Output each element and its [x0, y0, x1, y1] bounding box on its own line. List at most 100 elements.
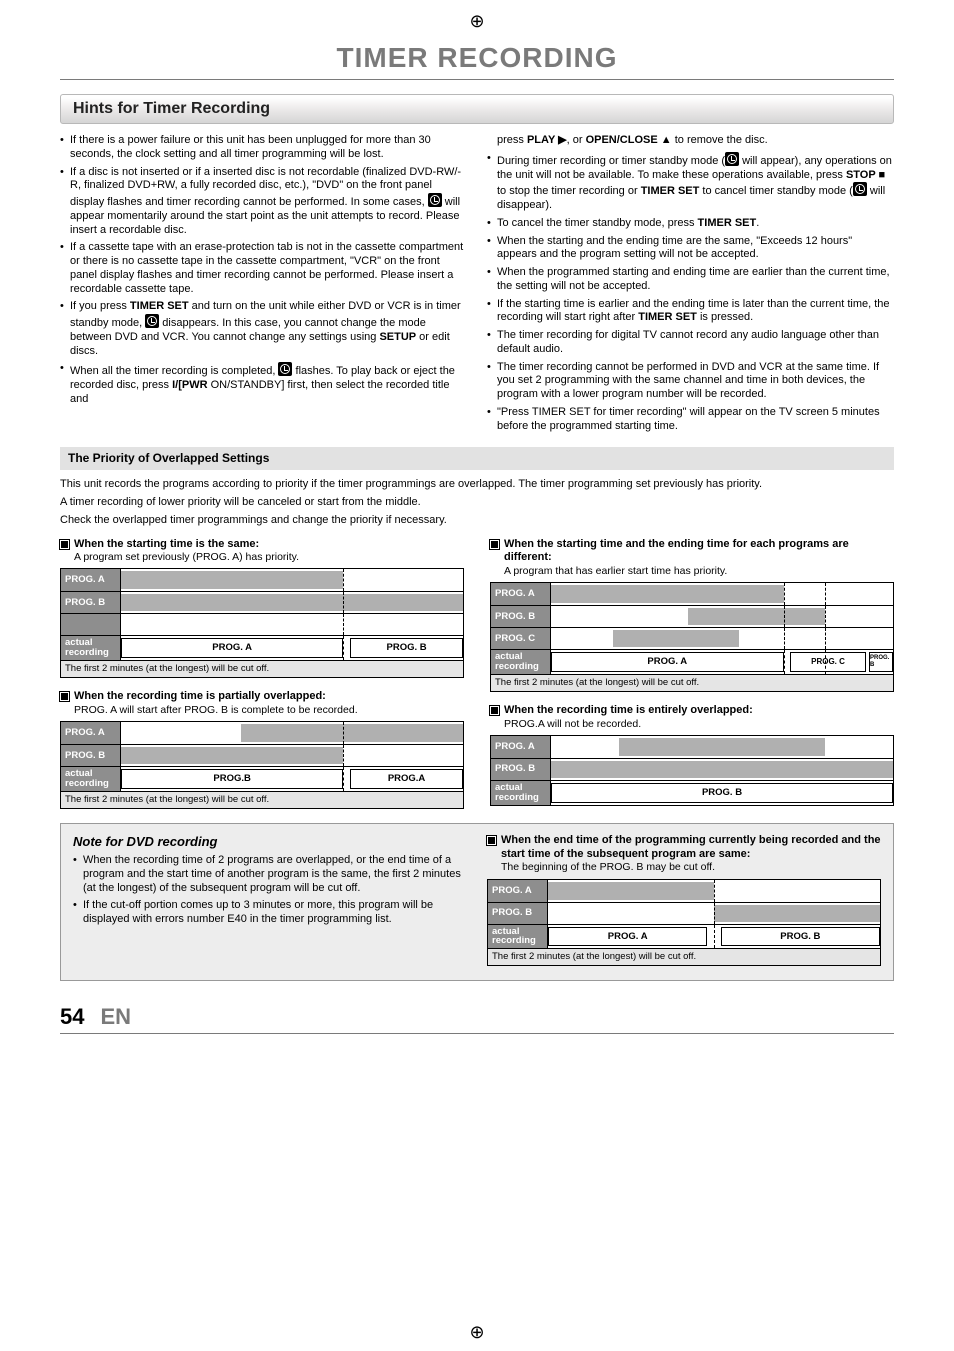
clock-icon — [428, 193, 442, 207]
chart-track — [551, 606, 893, 627]
crop-mark-icon: ⊕ — [465, 1321, 489, 1345]
chart-dash-line — [784, 628, 785, 649]
chart-bar-labeled: PROG. B — [721, 927, 880, 947]
chart-row-label: PROG. A — [491, 736, 551, 758]
note-box-list: When the recording time of 2 programs ar… — [73, 854, 467, 927]
schedule-case-4: When the recording time is entirely over… — [490, 704, 894, 806]
note-box-title: Note for DVD recording — [73, 834, 467, 850]
list-item: If you press TIMER SET and turn on the u… — [60, 300, 467, 358]
hints-right-continuation: press PLAY ▶, or OPEN/CLOSE ▲ to remove … — [487, 134, 894, 148]
schedule-title: When the starting time is the same: — [60, 538, 464, 552]
list-item: When the programmed starting and ending … — [487, 266, 894, 294]
schedule-title: When the recording time is partially ove… — [60, 690, 464, 704]
section-header: Hints for Timer Recording — [60, 94, 894, 124]
schedule-chart: PROG. APROG. Bactual recordingPROG. B — [490, 735, 894, 806]
chart-track: PROG. APROG. CPROG. B — [551, 650, 893, 674]
list-item: If the starting time is earlier and the … — [487, 298, 894, 326]
list-item: The timer recording for digital TV canno… — [487, 329, 894, 357]
chart-row-label — [61, 614, 121, 635]
page-footer: 54 EN — [60, 1003, 894, 1031]
chart-bar-labeled: PROG. C — [790, 652, 865, 672]
chart-bar — [551, 761, 893, 778]
chart-bar — [619, 738, 824, 756]
list-item: If there is a power failure or this unit… — [60, 134, 467, 162]
list-item: When the recording time of 2 programs ar… — [73, 854, 467, 895]
chart-bar-labeled: PROG. A — [551, 652, 784, 672]
chart-dash-line — [825, 606, 826, 627]
chart-track — [121, 569, 463, 591]
schedule-subtitle: PROG. A will start after PROG. B is comp… — [60, 704, 464, 717]
schedule-chart: PROG. APROG. Bactual recordingPROG.BPROG… — [60, 721, 464, 792]
schedule-chart: PROG. APROG. Bactual recordingPROG. APRO… — [487, 879, 881, 950]
chart-dash-line — [343, 767, 344, 791]
chart-row-label: actual recording — [61, 767, 121, 791]
chart-dash-line — [343, 636, 344, 660]
chart-cutoff-note: The first 2 minutes (at the longest) wil… — [60, 661, 464, 678]
chart-cutoff-note: The first 2 minutes (at the longest) wil… — [60, 792, 464, 809]
schedule-title: When the end time of the programming cur… — [487, 834, 881, 862]
chart-row-label: actual recording — [488, 925, 548, 949]
chart-bar — [121, 571, 343, 589]
priority-p2: A timer recording of lower priority will… — [60, 496, 894, 510]
chart-row-label: actual recording — [491, 781, 551, 805]
chart-bar — [548, 882, 714, 900]
list-item: The timer recording cannot be performed … — [487, 361, 894, 402]
chart-dash-line — [784, 606, 785, 627]
chart-track — [121, 614, 463, 635]
priority-p1: This unit records the programs according… — [60, 478, 894, 492]
hints-columns: If there is a power failure or this unit… — [60, 134, 894, 437]
chart-row-label: actual recording — [61, 636, 121, 660]
chart-bar — [688, 608, 825, 625]
chart-row-label: PROG. C — [491, 628, 551, 649]
list-item: If the cut-off portion comes up to 3 min… — [73, 899, 467, 927]
chart-track: PROG. A PROG. B — [121, 636, 463, 660]
chart-bar — [241, 724, 463, 742]
chart-dash-line — [825, 628, 826, 649]
chart-dash-line — [343, 745, 344, 766]
chart-bar — [613, 630, 740, 647]
chart-track — [548, 903, 880, 924]
list-item: When all the timer recording is complete… — [60, 362, 467, 406]
chart-cutoff-note: The first 2 minutes (at the longest) wil… — [490, 675, 894, 692]
chart-dash-line — [893, 759, 894, 780]
chart-dash-line — [784, 650, 785, 674]
chart-dash-line — [343, 614, 344, 635]
chart-row-label: actual recording — [491, 650, 551, 674]
chart-dash-line — [714, 880, 715, 902]
chart-track — [551, 628, 893, 649]
chart-bar-labeled: PROG. A — [548, 927, 707, 947]
chart-row-label: PROG. B — [61, 592, 121, 613]
chart-track: PROG. B — [551, 781, 893, 805]
note-box: Note for DVD recording When the recordin… — [60, 823, 894, 981]
list-item: If a cassette tape with an erase-protect… — [60, 241, 467, 296]
chart-cutoff-note: The first 2 minutes (at the longest) wil… — [487, 949, 881, 966]
chart-track — [121, 722, 463, 744]
schedule-case-5: When the end time of the programming cur… — [487, 834, 881, 966]
chart-dash-line — [343, 569, 344, 591]
chart-track — [551, 736, 893, 758]
clock-icon — [145, 314, 159, 328]
chart-row-label: PROG. A — [61, 569, 121, 591]
chart-track — [121, 745, 463, 766]
list-item: When the starting and the ending time ar… — [487, 235, 894, 263]
chart-row-label: PROG. B — [491, 606, 551, 627]
schedule-case-2: When the starting time and the ending ti… — [490, 538, 894, 692]
list-item: During timer recording or timer standby … — [487, 152, 894, 213]
chart-bar-labeled: PROG. B — [551, 783, 893, 803]
schedule-title: When the starting time and the ending ti… — [490, 538, 894, 566]
priority-header: The Priority of Overlapped Settings — [60, 447, 894, 470]
chart-bar-labeled: PROG.B — [121, 769, 343, 789]
priority-p3: Check the overlapped timer programmings … — [60, 514, 894, 528]
chart-bar-labeled: PROG. A — [121, 638, 343, 658]
chart-bar-labeled: PROG. B — [350, 638, 463, 658]
list-item: "Press TIMER SET for timer recording" wi… — [487, 406, 894, 434]
schedule-subtitle: A program set previously (PROG. A) has p… — [60, 551, 464, 564]
chart-track — [551, 759, 893, 780]
chart-dash-line — [714, 925, 715, 949]
chart-dash-line — [784, 583, 785, 605]
clock-icon — [278, 362, 292, 376]
page-title: TIMER RECORDING — [60, 40, 894, 80]
crop-mark-icon: ⊕ — [465, 10, 489, 34]
chart-row-label: PROG. A — [488, 880, 548, 902]
chart-bar — [121, 594, 463, 611]
